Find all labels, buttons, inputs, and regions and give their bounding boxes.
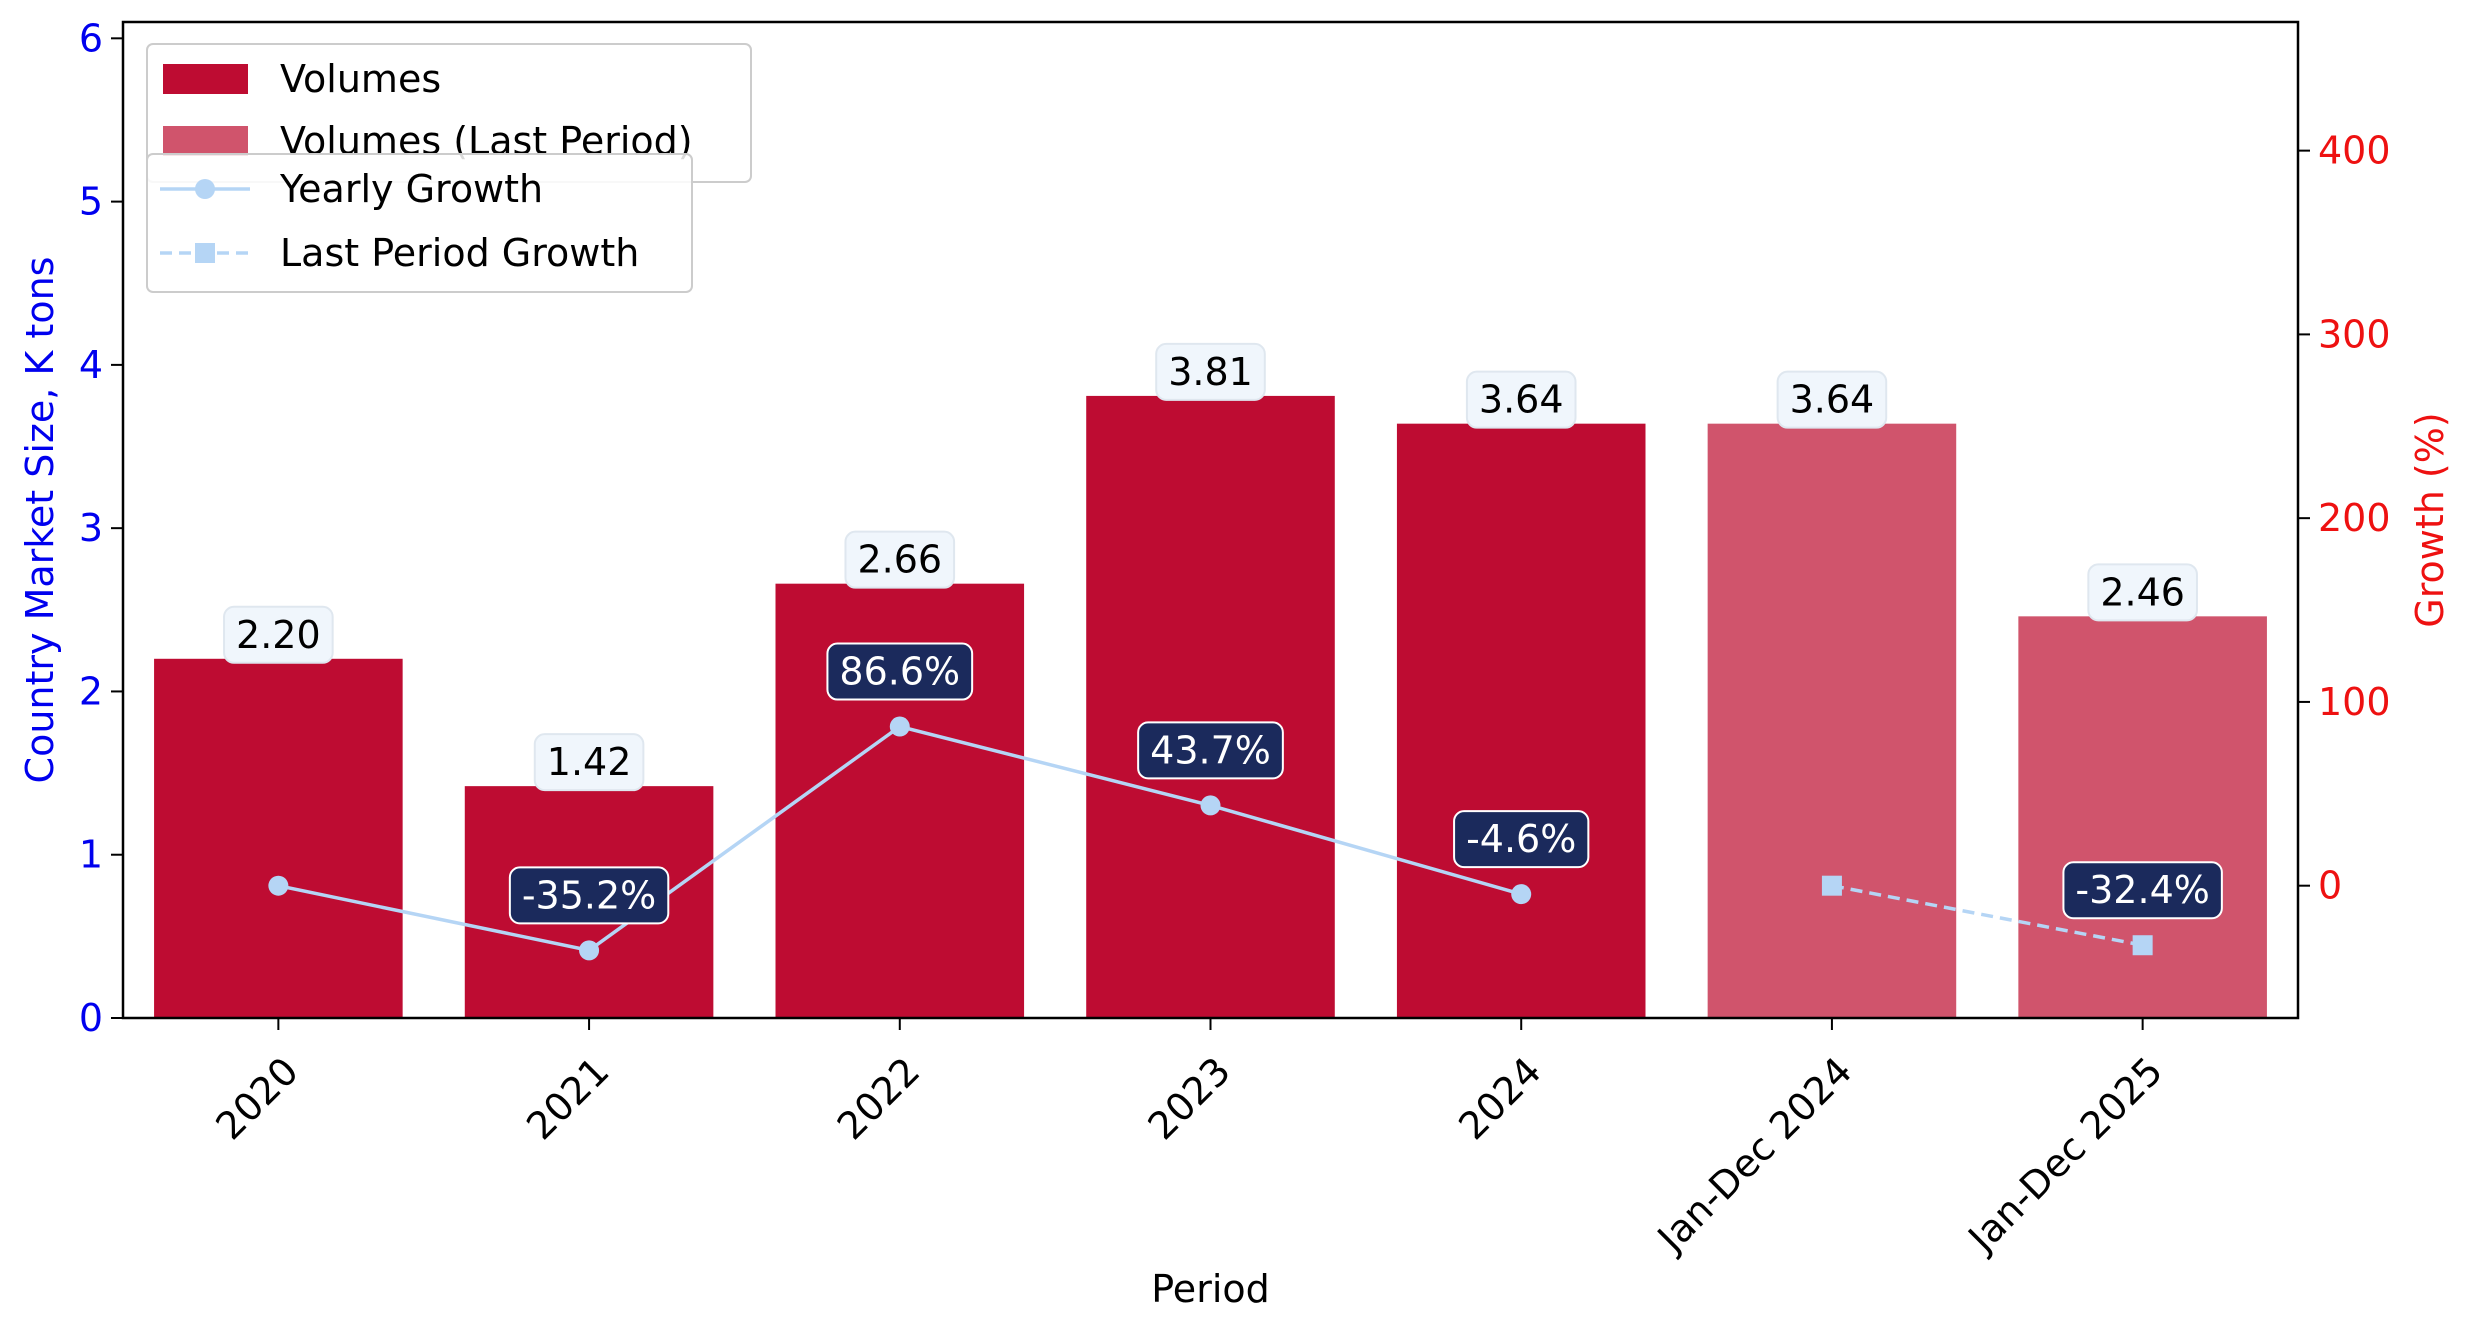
svg-text:3.64: 3.64 (1790, 378, 1875, 422)
growth-value-label: 86.6% (826, 642, 974, 701)
growth-value-label: -35.2% (508, 866, 670, 925)
x-axis-label: Period (1151, 1267, 1270, 1311)
y-tick-right: 200 (2318, 496, 2391, 540)
svg-text:1.42: 1.42 (547, 740, 632, 784)
growth-point (889, 716, 910, 737)
svg-text:86.6%: 86.6% (839, 650, 960, 694)
y-tick-left: 1 (79, 833, 103, 877)
growth-line (1831, 883, 2143, 947)
legend-label: Yearly Growth (279, 167, 543, 211)
growth-value-label: -32.4% (2062, 861, 2223, 920)
legend-marker (195, 243, 215, 263)
legend-lines (146, 153, 693, 293)
y-tick-left: 3 (79, 506, 103, 550)
svg-text:-32.4%: -32.4% (2075, 868, 2209, 912)
bar-value-label: 1.42 (533, 733, 645, 792)
svg-text:2.20: 2.20 (236, 613, 321, 657)
growth-value-label: 43.7% (1137, 721, 1284, 780)
y-tick-left: 6 (79, 16, 103, 60)
y-tick-left: 5 (79, 180, 103, 224)
svg-text:2.66: 2.66 (857, 538, 942, 582)
legend-swatch (163, 64, 248, 94)
growth-point (1200, 795, 1221, 816)
x-tick-label: Jan-Dec 2025 (1959, 1049, 2172, 1262)
svg-text:2.46: 2.46 (2100, 570, 2185, 614)
bar-value-label: 3.81 (1155, 342, 1266, 401)
y-tick-right: 100 (2318, 680, 2391, 724)
legend-label: Last Period Growth (280, 231, 639, 275)
y-tick-left: 2 (79, 669, 103, 713)
x-tick-label: 2022 (829, 1049, 929, 1149)
bar (1707, 423, 1957, 1018)
svg-text:3.64: 3.64 (1479, 378, 1564, 422)
bar-value-label: 3.64 (1465, 370, 1577, 429)
bar-value-label: 2.46 (2087, 563, 2198, 622)
x-tick-label: 2020 (207, 1049, 307, 1149)
growth-point (1511, 884, 1532, 905)
y-tick-left: 0 (79, 996, 103, 1040)
y-axis-label-right: Growth (%) (2408, 412, 2452, 627)
bar (2018, 616, 2267, 1018)
bar (1086, 395, 1335, 1018)
bar (154, 658, 403, 1018)
legend-swatch (163, 126, 248, 156)
y-axis-label-left: Country Market Size, K tons (18, 257, 62, 784)
growth-point (579, 940, 600, 961)
y-tick-right: 300 (2318, 312, 2391, 356)
x-tick-label: 2024 (1450, 1049, 1550, 1149)
growth-point (1821, 875, 1842, 896)
x-tick-label: 2023 (1140, 1049, 1240, 1149)
y-tick-right: 400 (2318, 129, 2391, 173)
svg-text:43.7%: 43.7% (1150, 728, 1271, 772)
bar-value-label: 2.20 (223, 605, 334, 664)
growth-point (2132, 935, 2153, 956)
y-tick-left: 4 (79, 343, 103, 387)
svg-text:-4.6%: -4.6% (1466, 817, 1576, 861)
legend-marker (195, 179, 215, 199)
x-tick-label: Jan-Dec 2024 (1648, 1049, 1861, 1262)
bar (1396, 423, 1646, 1018)
growth-value-label: -4.6% (1453, 810, 1590, 869)
growth-point (268, 875, 289, 896)
y-tick-right: 0 (2318, 864, 2342, 908)
x-tick-label: 2021 (518, 1049, 618, 1149)
bar-value-label: 3.64 (1776, 370, 1888, 429)
svg-text:3.81: 3.81 (1168, 350, 1253, 394)
bar-value-label: 2.66 (844, 530, 956, 589)
svg-text:-35.2%: -35.2% (522, 873, 656, 917)
legend-label: Volumes (280, 57, 441, 101)
